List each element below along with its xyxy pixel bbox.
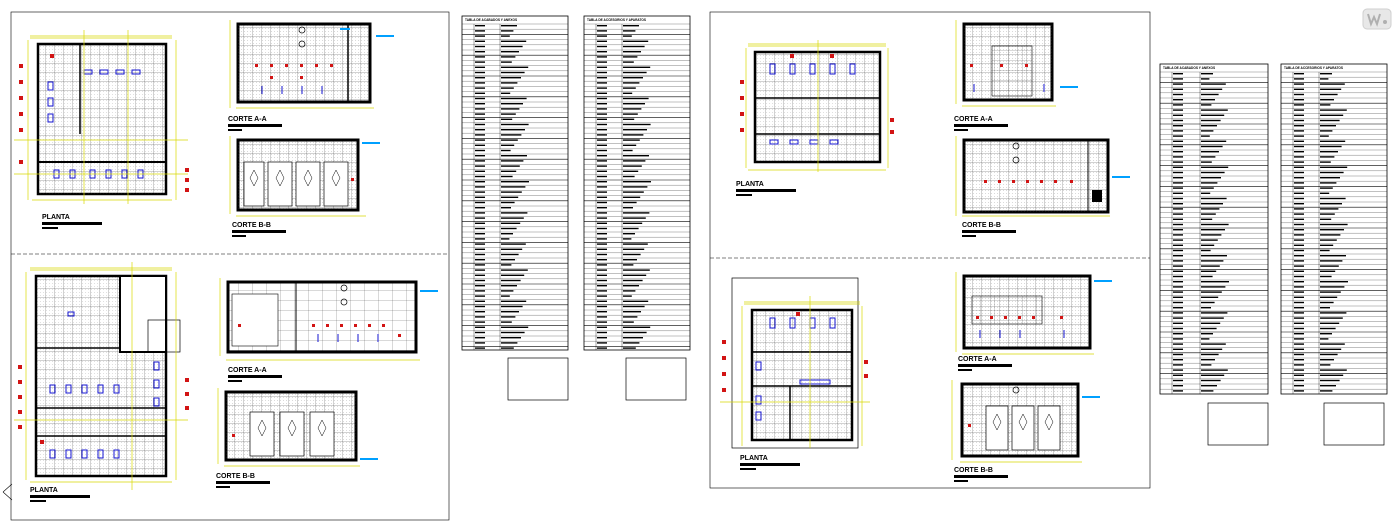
accesorios-table-title-2: TABLA DE ACCESORIOS Y APARATOS [1284,66,1343,70]
corte-aa-label-3: CORTE A-A [954,116,993,123]
section-aa-3: CORTE A-A [954,20,1078,131]
corte-aa-label-1: CORTE A-A [228,116,267,123]
corte-bb-label-1: CORTE B-B [232,222,271,229]
section-aa-1: CORTE A-A [228,20,394,131]
plan-label-2: PLANTA [30,487,58,494]
sheet-frames [10,11,1151,521]
acabados-table-title-2: TABLA DE ACABADOS Y ANEXOS [1163,66,1215,70]
corte-aa-label-2: CORTE A-A [228,367,267,374]
corte-aa-label-4: CORTE A-A [958,356,997,363]
section-bb-3: CORTE B-B [955,136,1130,237]
plan-label: PLANTA [42,214,70,221]
acabados-table-title-1: TABLA DE ACABADOS Y ANEXOS [465,18,517,22]
section-bb-1: CORTE B-B [229,136,380,237]
watermark-logo-icon [1362,8,1392,30]
section-aa-2: CORTE A-A [219,278,438,382]
corte-bb-label-2: CORTE B-B [216,473,255,480]
plan-label-3: PLANTA [736,181,764,188]
plan-1: PLANTA [14,30,189,229]
plan-label-4: PLANTA [740,455,768,462]
plan-4: PLANTA [720,277,870,470]
plan-2: PLANTA [2,262,189,502]
section-aa-4: CORTE A-A [955,272,1112,371]
plan-3: PLANTA [736,40,894,196]
tables-sheet-1: TABLA DE ACABADOS Y ANEXOS TABLA DE ACCE… [461,15,691,401]
corte-bb-label-4: CORTE B-B [954,467,993,474]
corte-bb-label-3: CORTE B-B [962,222,1001,229]
tables-sheet-2: TABLA DE ACABADOS Y ANEXOS TABLA DE ACCE… [1159,63,1388,446]
section-bb-4: CORTE B-B [951,380,1100,482]
accesorios-table-title-1: TABLA DE ACCESORIOS Y APARATOS [587,18,646,22]
section-bb-2: CORTE B-B [216,388,378,488]
